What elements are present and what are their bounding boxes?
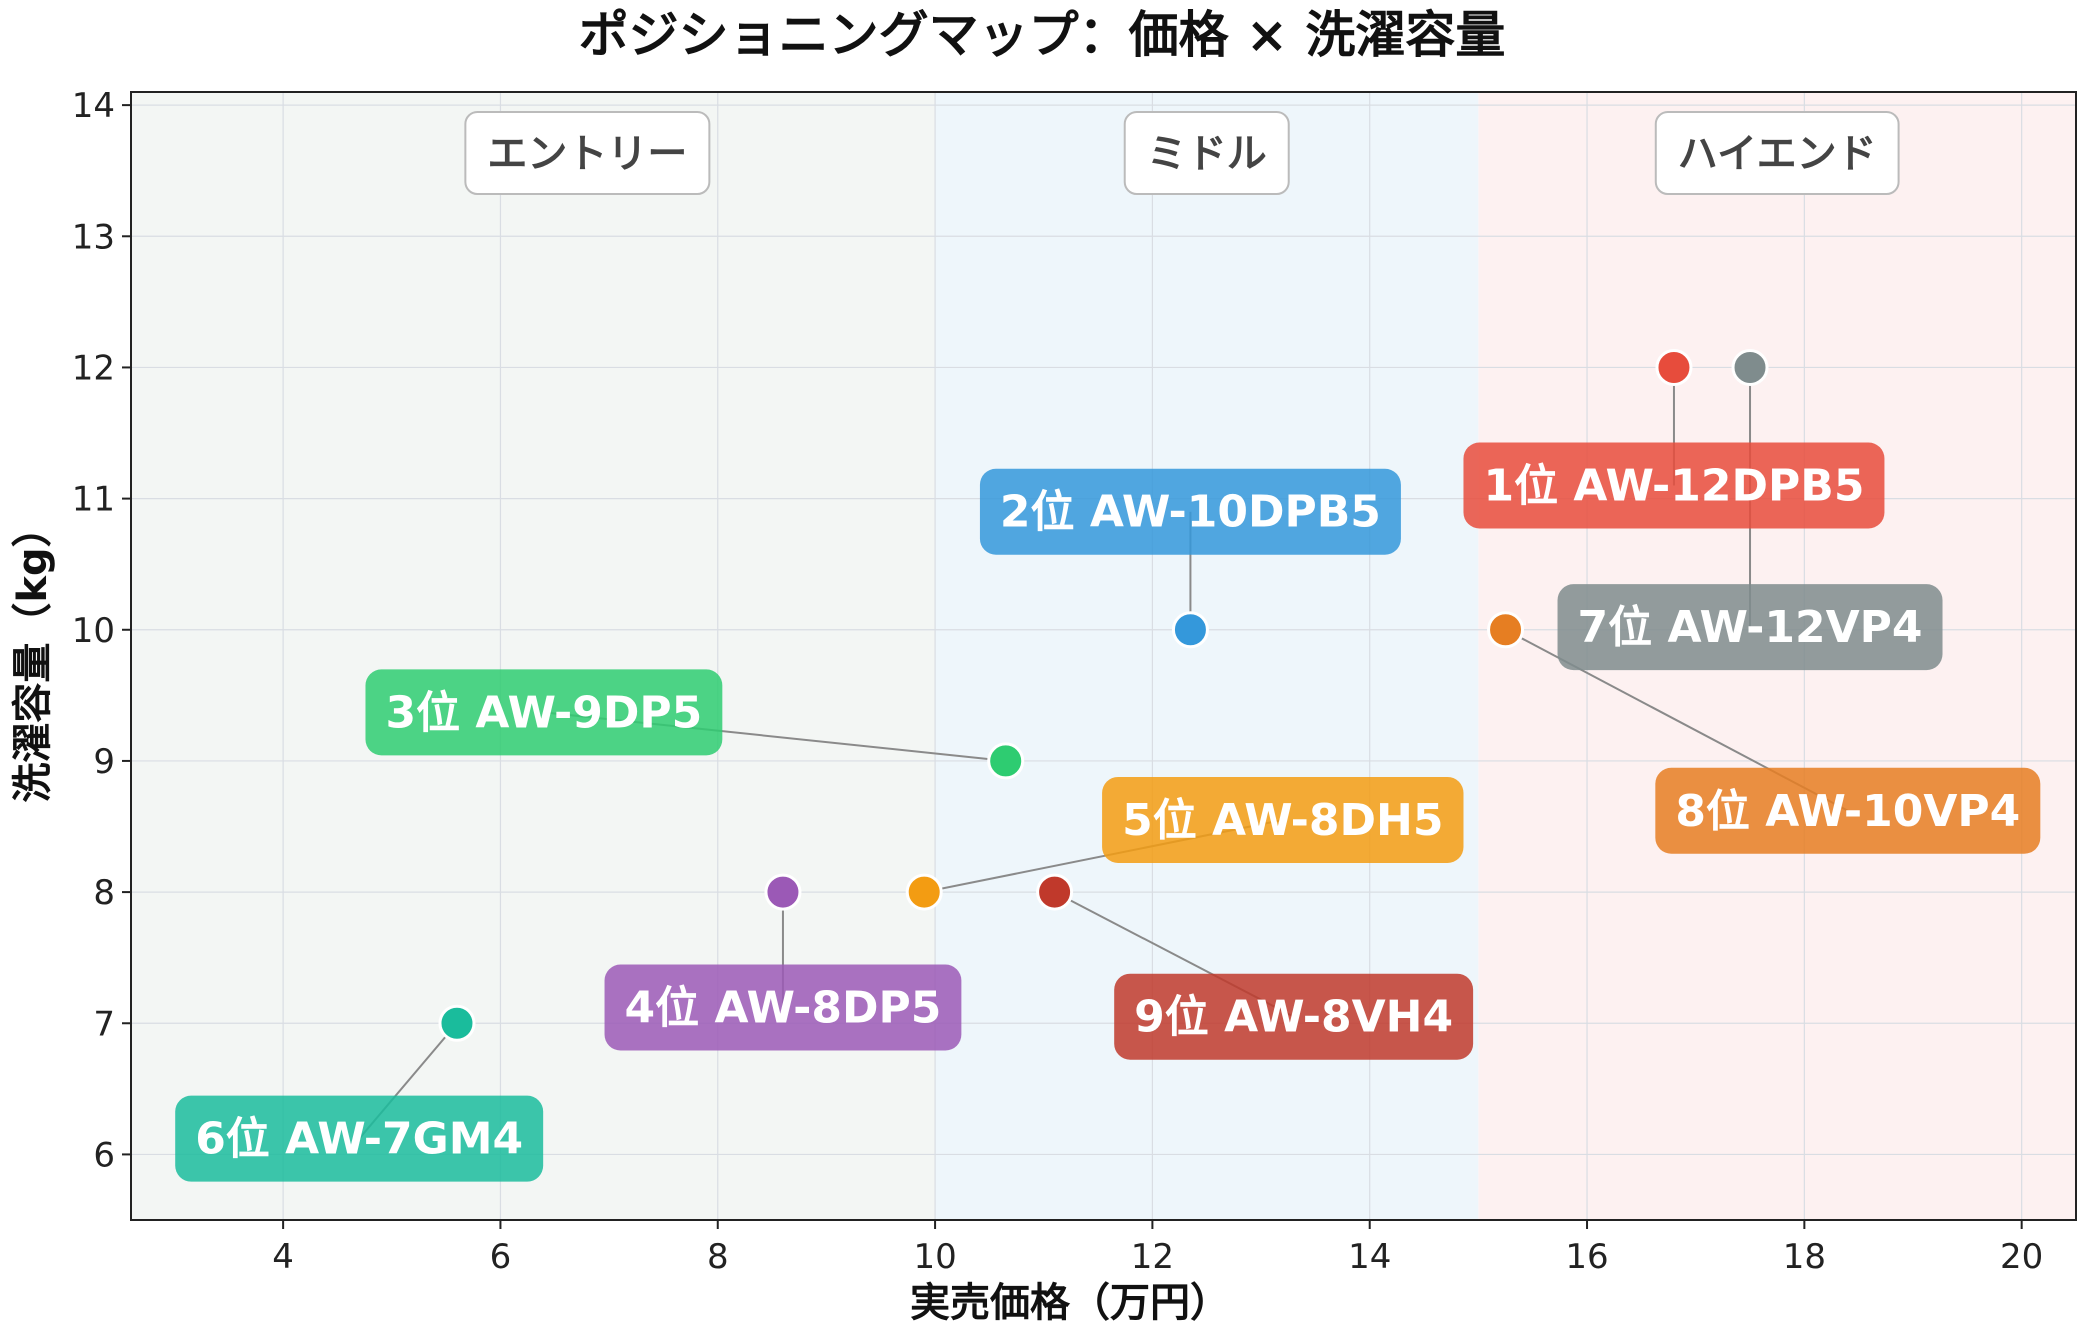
zone-label-0: エントリー <box>464 111 711 195</box>
point-7-aw-12vp4 <box>1731 348 1769 386</box>
point-3-aw-9dp5 <box>987 742 1025 780</box>
point-2-aw-10dpb5 <box>1171 611 1209 649</box>
label-box <box>1557 584 1943 671</box>
x-axis-title: 実売価格（万円） <box>910 1280 1230 1326</box>
zone-label-box <box>464 111 711 195</box>
x-axis-ticks: 4 6 8 10 12 14 16 18 20 <box>272 1220 2043 1277</box>
label-9-aw-8vh4: 9位 AW-8VH4 <box>1114 973 1474 1060</box>
label-text: 3位 AW-9DP5 <box>385 687 702 738</box>
point-8-aw-10vp4 <box>1487 611 1525 649</box>
label-5-aw-8dh5: 5位 AW-8DH5 <box>1102 776 1464 863</box>
chart-title: ポジショニングマップ：価格 × 洗濯容量 <box>579 6 1506 64</box>
y-tick-label-14: 14 <box>72 86 115 126</box>
y-tick-label-10: 10 <box>72 611 115 651</box>
label-3-aw-9dp5: 3位 AW-9DP5 <box>365 669 723 756</box>
label-box <box>175 1095 544 1182</box>
y-tick-label-12: 12 <box>72 348 115 388</box>
point-5-aw-8dh5 <box>905 873 943 911</box>
price-zone-bands <box>131 92 2076 1220</box>
x-tick-label-8: 8 <box>707 1237 729 1277</box>
label-text: 4位 AW-8DP5 <box>625 983 942 1034</box>
label-8-aw-10vp4: 8位 AW-10VP4 <box>1655 767 2041 854</box>
label-text: 9位 AW-8VH4 <box>1134 992 1453 1043</box>
y-axis-title: 洗濯容量（kg） <box>10 507 56 802</box>
label-text: 2位 AW-10DPB5 <box>1000 487 1381 538</box>
x-tick-label-14: 14 <box>1348 1237 1391 1277</box>
x-tick-label-12: 12 <box>1131 1237 1174 1277</box>
point-6-aw-7gm4 <box>438 1004 476 1042</box>
zone-label-1: ミドル <box>1123 111 1290 195</box>
y-tick-label-13: 13 <box>72 217 115 257</box>
zone-label-text: ハイエンド <box>1678 131 1877 177</box>
label-2-aw-10dpb5: 2位 AW-10DPB5 <box>979 468 1401 555</box>
data-points <box>438 348 1769 1042</box>
point-labels: 1位 AW-12DPB5 2位 AW-10DPB5 3位 AW-9DP5 4位 AW-… <box>175 442 2041 1182</box>
y-tick-label-11: 11 <box>72 480 115 520</box>
x-tick-label-4: 4 <box>272 1237 294 1277</box>
label-box <box>1463 442 1885 529</box>
y-tick-label-7: 7 <box>93 1004 115 1044</box>
y-tick-label-8: 8 <box>93 873 115 913</box>
label-box <box>979 468 1401 555</box>
label-text: 6位 AW-7GM4 <box>195 1114 523 1165</box>
zone-band-0 <box>131 92 936 1220</box>
zone-labels: エントリー ミドル ハイエンド <box>464 111 1900 195</box>
label-box <box>604 964 962 1051</box>
x-tick-label-10: 10 <box>913 1237 956 1277</box>
y-tick-label-6: 6 <box>93 1135 115 1175</box>
point-4-aw-8dp5 <box>764 873 802 911</box>
x-tick-label-18: 18 <box>1783 1237 1826 1277</box>
label-1-aw-12dpb5: 1位 AW-12DPB5 <box>1463 442 1885 529</box>
x-tick-label-6: 6 <box>490 1237 512 1277</box>
point-9-aw-8vh4 <box>1036 873 1074 911</box>
y-axis-ticks: 6 7 8 9 10 11 12 13 14 <box>72 86 131 1175</box>
x-tick-label-16: 16 <box>1565 1237 1608 1277</box>
label-box <box>365 669 723 756</box>
label-text: 1位 AW-12DPB5 <box>1483 460 1864 511</box>
label-text: 7位 AW-12VP4 <box>1578 602 1923 653</box>
zone-label-2: ハイエンド <box>1654 111 1900 195</box>
plot-frame <box>130 91 2077 1221</box>
label-6-aw-7gm4: 6位 AW-7GM4 <box>175 1095 544 1182</box>
label-text: 8位 AW-10VP4 <box>1675 786 2020 837</box>
x-tick-label-20: 20 <box>2000 1237 2043 1277</box>
label-box <box>1655 767 2041 854</box>
label-box <box>1102 776 1464 863</box>
zone-label-text: ミドル <box>1147 131 1267 177</box>
zone-label-box <box>1123 111 1290 195</box>
label-box <box>1114 973 1474 1060</box>
point-1-aw-12dpb5 <box>1655 348 1693 386</box>
label-4-aw-8dp5: 4位 AW-8DP5 <box>604 964 962 1051</box>
zone-label-box <box>1654 111 1900 195</box>
y-tick-label-9: 9 <box>93 742 115 782</box>
zone-label-text: エントリー <box>487 131 687 177</box>
label-text: 5位 AW-8DH5 <box>1122 795 1443 846</box>
label-7-aw-12vp4: 7位 AW-12VP4 <box>1557 584 1943 671</box>
